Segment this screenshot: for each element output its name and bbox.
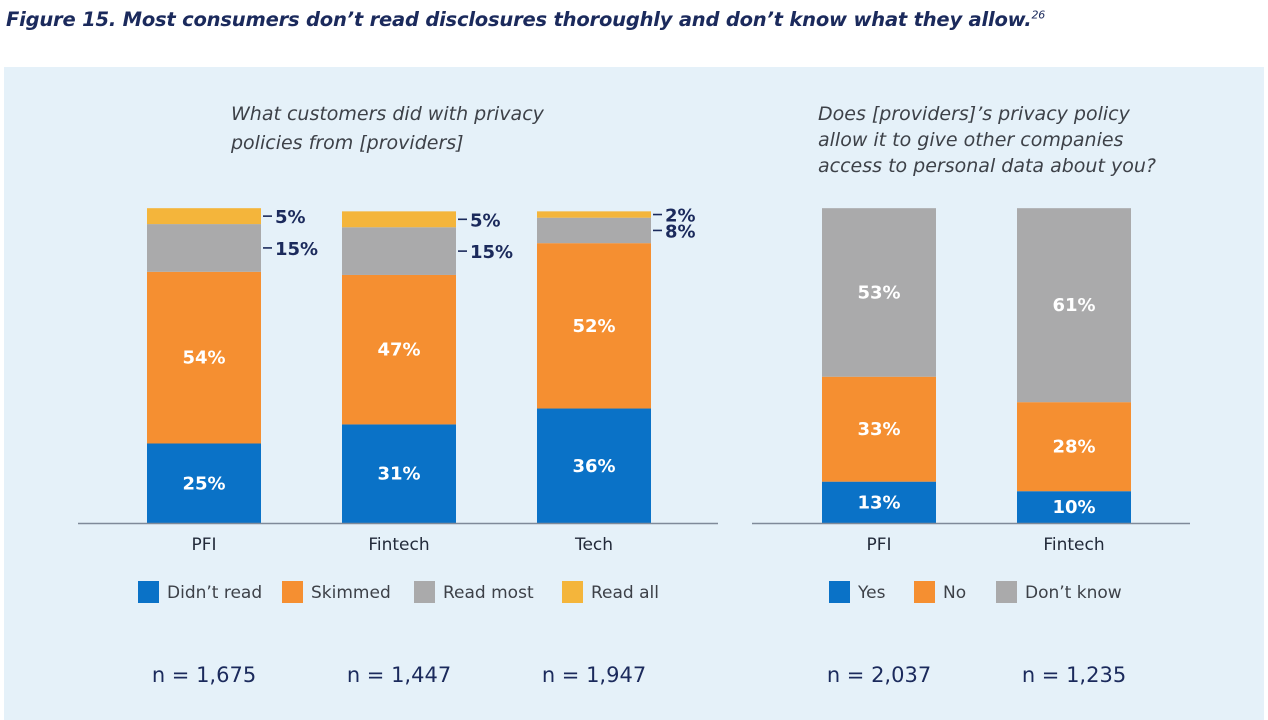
chart1-value-label: 15% [275, 239, 318, 260]
chart1-legend-swatch [414, 581, 435, 603]
chart1-value-label: 31% [377, 464, 420, 485]
figure-title: Figure 15. Most consumers don’t read dis… [6, 8, 1046, 31]
chart2-bar-segment [822, 376, 936, 482]
chart1-bar-segment [537, 217, 651, 244]
chart1-value-label: 47% [377, 340, 420, 361]
chart1-bar-segment [342, 227, 456, 275]
chart1-category-label: Tech [574, 535, 613, 555]
chart2-bar-segment [822, 208, 936, 377]
chart1-bar-segment [537, 211, 651, 218]
chart2-title-line: access to personal data about you? [818, 155, 1156, 177]
chart2-value-label: 10% [1052, 497, 1095, 518]
chart1-title-line: policies from [providers] [230, 132, 464, 154]
chart2-bar-segment [822, 481, 936, 523]
chart1-value-label: 15% [470, 242, 513, 263]
chart2-legend-label: Yes [857, 583, 886, 603]
chart1-legend-label: Didn’t read [167, 583, 262, 603]
chart1-value-label: 54% [182, 348, 225, 369]
chart1-sample-size: n = 1,947 [542, 663, 646, 687]
chart1-bar-segment [342, 211, 456, 228]
chart1-value-label: 8% [665, 221, 696, 242]
chart1-bar-segment [537, 243, 651, 409]
chart2-value-label: 33% [857, 419, 900, 440]
chart1-legend-label: Skimmed [311, 583, 391, 603]
footnote-marker: 26 [1031, 8, 1046, 22]
chart2-category-label: Fintech [1043, 535, 1104, 555]
chart1-sample-size: n = 1,675 [152, 663, 256, 687]
chart2-bar-segment [1017, 402, 1131, 492]
chart1-value-label: 25% [182, 473, 225, 494]
chart2-value-label: 13% [857, 492, 900, 513]
chart2-value-label: 53% [857, 282, 900, 303]
chart1-legend-swatch [138, 581, 159, 603]
chart1-sample-size: n = 1,447 [347, 663, 451, 687]
chart2-title-line: allow it to give other companies [818, 129, 1124, 151]
chart1-legend-label: Read all [591, 583, 659, 603]
chart2-bar-segment [1017, 208, 1131, 403]
chart1-category-label: PFI [191, 535, 216, 555]
chart1-category-label: Fintech [368, 535, 429, 555]
chart1-legend-label: Read most [443, 583, 534, 603]
chart1-bar-segment [147, 271, 261, 444]
chart2-legend-swatch [829, 581, 850, 603]
chart2-legend-label: Don’t know [1025, 583, 1122, 603]
chart1-legend-swatch [562, 581, 583, 603]
chart1-value-label: 2% [665, 206, 696, 227]
chart2-bar-segment [1017, 491, 1131, 523]
chart2-title-line: Does [providers]’s privacy policy [818, 103, 1131, 125]
chart1-bar-segment [342, 274, 456, 425]
chart1-bar-segment [147, 443, 261, 523]
chart2-legend-swatch [996, 581, 1017, 603]
chart1-bar-segment [537, 408, 651, 523]
chart2-category-label: PFI [866, 535, 891, 555]
chart1-bar-segment [342, 424, 456, 523]
chart1-legend-swatch [282, 581, 303, 603]
chart2-value-label: 61% [1052, 295, 1095, 316]
chart2-sample-size: n = 2,037 [827, 663, 931, 687]
chart1-value-label: 5% [470, 210, 501, 231]
chart2-sample-size: n = 1,235 [1022, 663, 1126, 687]
chart2-legend-label: No [943, 583, 966, 603]
chart2-value-label: 28% [1052, 437, 1095, 458]
chart1-title-line: What customers did with privacy [231, 103, 545, 125]
chart1-bar-segment [147, 224, 261, 272]
chart1-value-label: 36% [572, 456, 615, 477]
chart1-value-label: 5% [275, 207, 306, 228]
chart1-value-label: 52% [572, 316, 615, 337]
chart2-legend-swatch [914, 581, 935, 603]
chart1-bar-segment [147, 208, 261, 225]
